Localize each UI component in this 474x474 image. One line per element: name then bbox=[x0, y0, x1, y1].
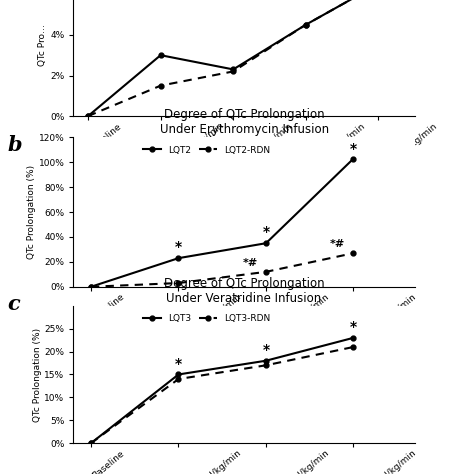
Y-axis label: QTc Prolongation (%): QTc Prolongation (%) bbox=[33, 328, 42, 421]
Text: *#: *# bbox=[243, 258, 258, 268]
Text: *: * bbox=[263, 226, 270, 239]
Text: *: * bbox=[263, 343, 270, 357]
Text: b: b bbox=[7, 135, 22, 155]
Y-axis label: QTc Prolongation (%): QTc Prolongation (%) bbox=[27, 165, 36, 259]
Text: *: * bbox=[350, 142, 357, 156]
Text: *: * bbox=[175, 240, 182, 255]
Y-axis label: QTc Pro…: QTc Pro… bbox=[38, 24, 47, 66]
Text: *#: *# bbox=[330, 239, 346, 249]
Title: Degree of QTc Prolongation
Under Veratridine Infusion: Degree of QTc Prolongation Under Veratri… bbox=[164, 276, 324, 305]
Text: *: * bbox=[175, 357, 182, 371]
Text: *: * bbox=[350, 320, 357, 334]
Legend: LQT2, LQT2-RDN: LQT2, LQT2-RDN bbox=[139, 142, 273, 158]
Legend: LQT3, LQT3-RDN: LQT3, LQT3-RDN bbox=[139, 310, 274, 327]
Title: Degree of QTc Prolongation
Under Erythromycin Infusion: Degree of QTc Prolongation Under Erythro… bbox=[160, 108, 328, 137]
Text: c: c bbox=[7, 294, 20, 314]
